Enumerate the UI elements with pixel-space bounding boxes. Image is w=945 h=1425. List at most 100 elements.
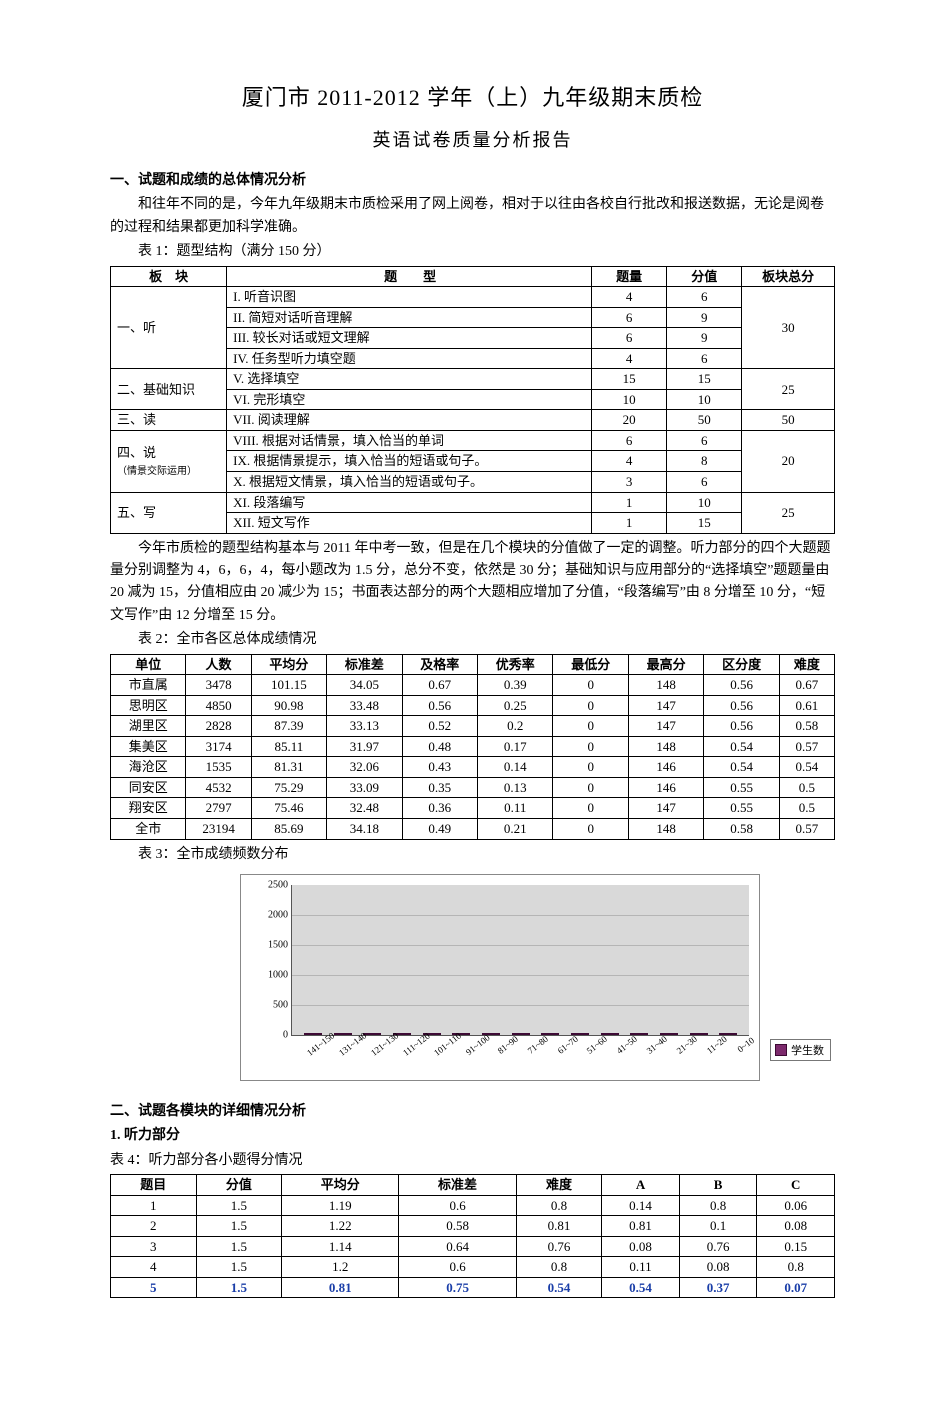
chart-ytick: 1500 [268, 939, 292, 950]
chart-ytick: 2000 [268, 909, 292, 920]
table4-cell: 0.06 [757, 1195, 835, 1216]
table2-cell: 148 [628, 736, 703, 757]
table2-cell: 0.55 [704, 777, 779, 798]
table2-cell: 湖里区 [111, 716, 186, 737]
table2-header: 人数 [186, 654, 251, 675]
table2-header: 最高分 [628, 654, 703, 675]
table4-header: 分值 [196, 1175, 282, 1196]
table2-cell: 0 [553, 695, 628, 716]
chart-ytick: 1000 [268, 969, 292, 980]
table4-cell: 1.5 [196, 1236, 282, 1257]
table2-cell: 2797 [186, 798, 251, 819]
table4-cell: 0.54 [602, 1277, 680, 1298]
table1-caption: 表 1：题型结构（满分 150 分） [110, 241, 835, 263]
table4-cell: 0.64 [399, 1236, 516, 1257]
table4-cell: 2 [111, 1216, 197, 1237]
table2-cell: 0 [553, 675, 628, 696]
table2-row: 市直属3478101.1534.050.670.3901480.560.67 [111, 675, 835, 696]
table1-type-cell: IV. 任务型听力填空题 [227, 348, 592, 369]
table2-cell: 3174 [186, 736, 251, 757]
table2-cell: 0.48 [402, 736, 477, 757]
table2-cell: 4850 [186, 695, 251, 716]
table2-header: 最低分 [553, 654, 628, 675]
table4-cell: 1.2 [282, 1257, 399, 1278]
table2-cell: 75.46 [251, 798, 326, 819]
table2-header: 单位 [111, 654, 186, 675]
table4-header: 题目 [111, 1175, 197, 1196]
table2-cell: 0.14 [478, 757, 553, 778]
table2-header: 难度 [779, 654, 834, 675]
table2-cell: 146 [628, 757, 703, 778]
table2-cell: 同安区 [111, 777, 186, 798]
table1-header: 板块总分 [742, 266, 835, 287]
table4-cell: 0.58 [399, 1216, 516, 1237]
table4-cell: 0.81 [282, 1277, 399, 1298]
table1-total-cell: 25 [742, 369, 835, 410]
table2-cell: 147 [628, 695, 703, 716]
table1-row: 三、读VII. 阅读理解205050 [111, 410, 835, 431]
table1-section-cell: 五、写 [111, 492, 227, 533]
chart-bar [334, 1033, 352, 1035]
table2-cell: 0 [553, 716, 628, 737]
table4-row: 31.51.140.640.760.080.760.15 [111, 1236, 835, 1257]
table4-header: 平均分 [282, 1175, 399, 1196]
table2-cell: 32.06 [327, 757, 402, 778]
table2-cell: 翔安区 [111, 798, 186, 819]
table2-cell: 31.97 [327, 736, 402, 757]
table2-cell: 0.61 [779, 695, 834, 716]
table2-cell: 0.58 [779, 716, 834, 737]
table2-cell: 0.13 [478, 777, 553, 798]
table4-cell: 0.76 [516, 1236, 602, 1257]
table2-cell: 101.15 [251, 675, 326, 696]
table2-cell: 0.17 [478, 736, 553, 757]
table2-cell: 2828 [186, 716, 251, 737]
table2-header: 区分度 [704, 654, 779, 675]
table4-cell: 0.76 [679, 1236, 757, 1257]
table2-header: 平均分 [251, 654, 326, 675]
table4-cell: 1.19 [282, 1195, 399, 1216]
table4-cell: 1.5 [196, 1216, 282, 1237]
table2-cell: 0.2 [478, 716, 553, 737]
table2-cell: 34.18 [327, 819, 402, 840]
legend-label: 学生数 [791, 1042, 824, 1058]
table2-cell: 85.11 [251, 736, 326, 757]
table2-cell: 0.57 [779, 819, 834, 840]
table2-cell: 0.49 [402, 819, 477, 840]
table1-type-cell: III. 较长对话或短文理解 [227, 328, 592, 349]
table2-cell: 0 [553, 819, 628, 840]
table2-cell: 0 [553, 798, 628, 819]
table4-cell: 0.08 [679, 1257, 757, 1278]
table1-pts-cell: 6 [667, 472, 742, 493]
table4-row: 41.51.20.60.80.110.080.8 [111, 1257, 835, 1278]
chart-ytick: 0 [283, 1029, 292, 1040]
frequency-bar-chart: 05001000150020002500 141~150131~140121~1… [240, 874, 760, 1081]
table4-cell: 0.14 [602, 1195, 680, 1216]
table1-qty-cell: 1 [592, 513, 667, 534]
chart-ytick: 500 [273, 999, 292, 1010]
table1-type-cell: X. 根据短文情景，填入恰当的短语或句子。 [227, 472, 592, 493]
table4-caption: 表 4：听力部分各小题得分情况 [110, 1150, 835, 1172]
table1-type-cell: VII. 阅读理解 [227, 410, 592, 431]
table2-cell: 0.5 [779, 777, 834, 798]
table2-cell: 33.09 [327, 777, 402, 798]
table4-cell: 0.8 [516, 1257, 602, 1278]
table1-row: 五、写XI. 段落编写11025 [111, 492, 835, 513]
chart-ytick: 2500 [268, 879, 292, 890]
table4-cell: 0.1 [679, 1216, 757, 1237]
table1-row: 二、基础知识V. 选择填空151525 [111, 369, 835, 390]
table-listening-scores: 题目分值平均分标准差难度ABC 11.51.190.60.80.140.80.0… [110, 1174, 835, 1298]
table4-cell: 0.8 [757, 1257, 835, 1278]
chart-legend: 学生数 [770, 1039, 831, 1061]
table2-cell: 0.52 [402, 716, 477, 737]
table4-cell: 0.81 [516, 1216, 602, 1237]
table2-cell: 0 [553, 757, 628, 778]
table1-pts-cell: 6 [667, 430, 742, 451]
table4-cell: 1.14 [282, 1236, 399, 1257]
table2-cell: 87.39 [251, 716, 326, 737]
table2-cell: 85.69 [251, 819, 326, 840]
table1-pts-cell: 10 [667, 389, 742, 410]
table2-cell: 146 [628, 777, 703, 798]
table2-cell: 0.35 [402, 777, 477, 798]
section1-heading: 一、试题和成绩的总体情况分析 [110, 170, 835, 192]
doc-title-2: 英语试卷质量分析报告 [110, 126, 835, 152]
